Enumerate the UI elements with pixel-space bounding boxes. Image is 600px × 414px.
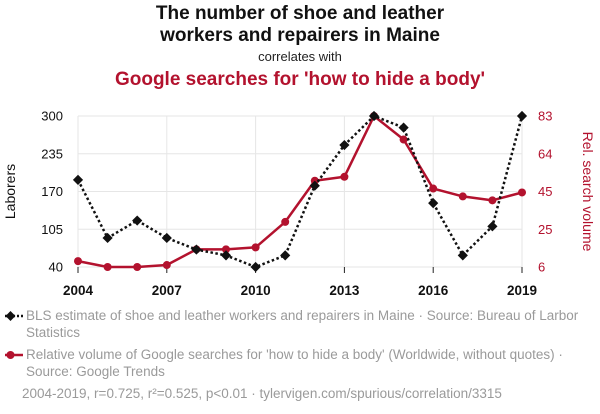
series-search-volume-point	[133, 263, 142, 271]
y-left-tick-label: 235	[41, 146, 63, 161]
series-laborers-point	[191, 244, 202, 255]
series-laborers-point	[250, 261, 261, 273]
chart-title-line1: The number of shoe and leather	[155, 3, 445, 24]
y-right-tick-label: 45	[538, 184, 552, 199]
stats-footer: 2004-2019, r=0.725, r²=0.525, p<0.01 · t…	[22, 386, 502, 401]
series-laborers-point	[102, 232, 113, 244]
series-laborers-point	[398, 122, 409, 133]
series-search-volume-point	[340, 172, 349, 181]
series-search-volume-point	[251, 243, 260, 252]
y-left-tick-label: 105	[41, 222, 63, 237]
series-laborers-point	[516, 110, 528, 122]
y-right-axis-title: Rel. search volume	[580, 132, 596, 252]
series-search-volume-point	[458, 192, 467, 201]
chart-title-line2: workers and repairers in Maine	[160, 25, 440, 46]
x-tick-label: 2013	[329, 283, 360, 298]
y-left-tick-label: 170	[41, 184, 63, 199]
series-search-volume-point	[162, 261, 171, 270]
correlation-chart: 40 6 105 25 170 45 235 64 300 83 2004 2007 2010 2013 2…	[2, 109, 596, 299]
y-left-tick-label: 40	[49, 260, 63, 275]
series-laborers-point	[280, 250, 291, 261]
y-left-tick-label: 300	[41, 109, 63, 124]
series-laborers-point	[72, 174, 84, 185]
x-tick-label: 2010	[241, 283, 271, 298]
y-right-tick-label: 25	[538, 222, 552, 237]
series-search-volume-point	[222, 245, 230, 254]
chart-connector-text: correlates with	[258, 49, 342, 64]
legend-label-2: Relative volume of Google searches for '…	[26, 347, 563, 379]
series-laborers-point	[428, 198, 439, 209]
y-right-tick-label: 6	[538, 260, 545, 275]
series-laborers-point	[457, 250, 468, 261]
y-right-tick-label: 64	[538, 146, 552, 161]
chart-title-line3: Google searches for 'how to hide a body'	[114, 69, 486, 90]
series-laborers-point	[161, 232, 172, 244]
x-tick-label: 2004	[63, 283, 94, 298]
y-left-axis-title: Laborers	[2, 164, 18, 219]
series-search-volume-point	[103, 263, 112, 271]
series-search-volume-point	[488, 196, 497, 205]
series-search-volume-point	[281, 217, 290, 226]
y-right-tick-label: 83	[538, 109, 552, 124]
x-tick-label: 2019	[507, 283, 537, 298]
series-laborers-line	[76, 114, 524, 269]
legend-dotted-diamond-swatch	[5, 311, 23, 321]
series-search-volume-line	[77, 114, 523, 269]
series-search-volume-point	[74, 257, 82, 266]
series-search-volume-point	[429, 184, 438, 193]
series-search-volume-point	[399, 135, 408, 144]
legend-solid-circle-swatch	[5, 351, 23, 359]
x-tick-label: 2007	[152, 283, 182, 298]
series-laborers-point	[220, 250, 232, 261]
series-laborers-point	[309, 180, 320, 191]
series-laborers-point	[132, 215, 143, 226]
series-search-volume-point	[518, 188, 526, 197]
x-tick-label: 2016	[418, 283, 449, 298]
legend-label-1: BLS estimate of shoe and leather workers…	[26, 308, 579, 340]
